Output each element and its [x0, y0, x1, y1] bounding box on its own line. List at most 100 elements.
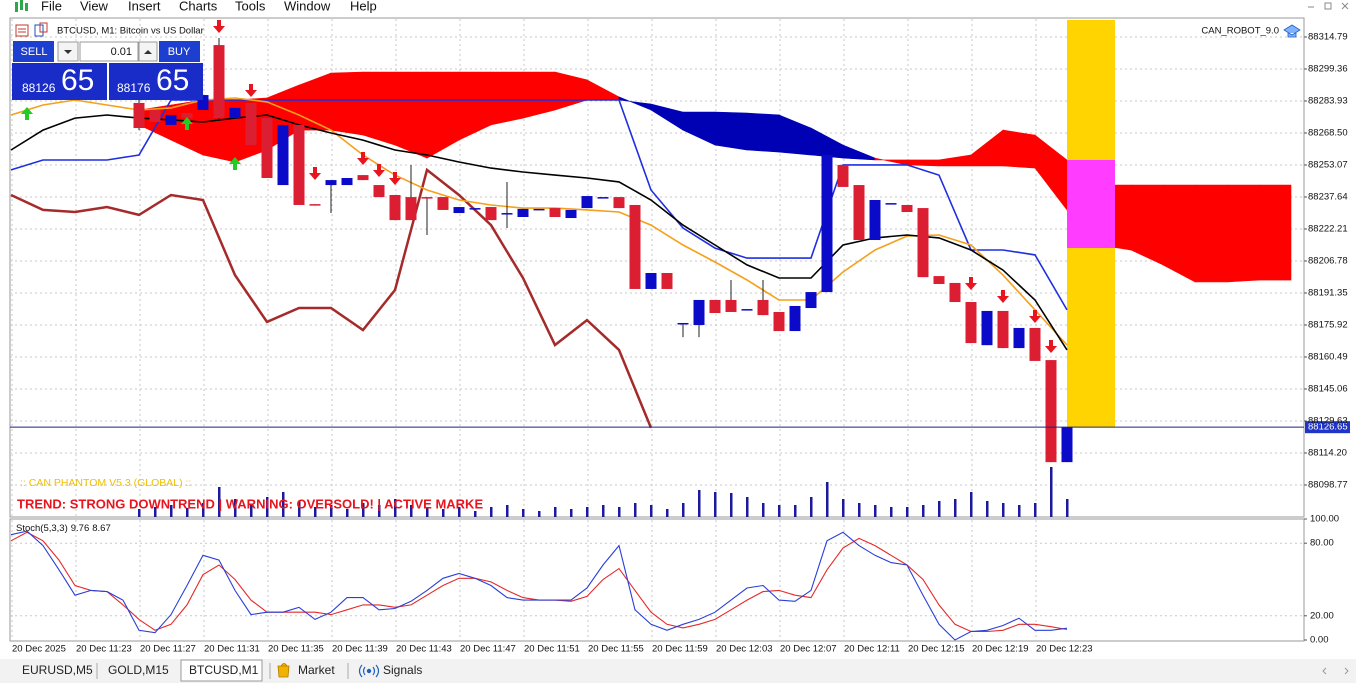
candle-body	[757, 299, 769, 316]
volume-bar	[554, 507, 557, 517]
stoch-name: Stoch(5,3,3)	[16, 523, 68, 534]
ea-name: :: CAN PHANTOM V5.3 (GLOBAL) ::	[20, 477, 191, 489]
candle-body	[485, 207, 497, 221]
menu-item[interactable]: Tools	[235, 0, 266, 13]
ask-pips: 65	[156, 64, 189, 97]
tab[interactable]: BTCUSD,M1	[189, 663, 259, 677]
x-tick-label: 20 Dec 2025	[12, 644, 66, 655]
y-tick-label: 88175.92	[1308, 320, 1348, 331]
volume-bar	[378, 505, 381, 517]
candle-body	[245, 102, 257, 146]
x-tick-label: 20 Dec 11:35	[268, 644, 324, 655]
candle-body	[389, 195, 401, 221]
candle-body	[309, 204, 321, 206]
y-tick-label: 88314.79	[1308, 32, 1348, 43]
candle-body	[357, 175, 369, 181]
volume-bar	[1018, 505, 1021, 517]
volume-bar	[202, 503, 205, 517]
buy-button[interactable]	[159, 41, 200, 62]
candle-body	[1013, 327, 1025, 349]
volume-bar	[330, 505, 333, 517]
y-tick-label: 88283.93	[1308, 96, 1348, 107]
sell-label: SELL	[21, 46, 48, 58]
stoch-signal-value: 8.67	[92, 523, 111, 534]
volume-bar	[634, 503, 637, 517]
candle-body	[789, 305, 801, 332]
menu-item[interactable]: File	[41, 0, 62, 13]
tab[interactable]: EURUSD,M5	[22, 663, 93, 677]
candle-body	[981, 310, 993, 346]
volume-bar	[474, 511, 477, 517]
x-tick-label: 20 Dec 11:39	[332, 644, 388, 655]
y-tick-label: 88114.20	[1308, 448, 1347, 459]
candle-body	[741, 309, 753, 311]
ask-box[interactable]	[109, 63, 203, 100]
volume-bar	[874, 505, 877, 517]
tab[interactable]: GOLD,M15	[108, 663, 169, 677]
tab-scroll[interactable]	[1322, 667, 1349, 675]
y-tick-label: 80.00	[1310, 538, 1334, 549]
candle-body	[469, 208, 481, 210]
volume-bar	[1034, 503, 1037, 517]
menu-item[interactable]: Insert	[128, 0, 161, 13]
volume-bar	[394, 499, 397, 517]
stoch-line	[10, 530, 1068, 641]
chart-title: BTCUSD, M1: Bitcoin vs US Dollar	[57, 26, 204, 37]
y-tick-label: 20.00	[1310, 610, 1334, 621]
candle-body	[533, 208, 545, 211]
x-tick-label: 20 Dec 12:07	[780, 644, 837, 655]
cloud-segment	[906, 159, 940, 167]
y-tick-label: 88129.63	[1308, 416, 1348, 427]
candle-body	[229, 107, 241, 119]
candle-body	[693, 299, 705, 326]
volume-bar	[906, 507, 909, 517]
volume-bar	[730, 493, 733, 517]
window-controls	[1308, 2, 1349, 10]
cloud-segment	[394, 71, 428, 159]
tab[interactable]: Market	[298, 663, 335, 677]
y-tick-label: 88253.07	[1308, 160, 1348, 171]
stoch-label: Stoch(5,3,3) 9.76 8.67	[16, 523, 111, 534]
robot-icon	[1283, 24, 1301, 38]
app-icon	[15, 0, 28, 12]
menu-item[interactable]: Help	[350, 0, 377, 13]
volume-bar	[266, 497, 269, 517]
bid-pips: 65	[61, 64, 94, 97]
indicator-line	[10, 97, 1068, 346]
sell-button[interactable]	[13, 41, 54, 62]
volume-bar	[682, 503, 685, 517]
volume-bar	[154, 507, 157, 517]
tab[interactable]: Signals	[383, 663, 422, 677]
menu-item[interactable]: Charts	[179, 0, 218, 13]
volume-bar	[346, 509, 349, 517]
cloud-segment	[330, 71, 364, 136]
volume-bar	[618, 507, 621, 517]
volume-input[interactable]	[79, 41, 139, 62]
market-icon	[277, 663, 290, 678]
volume-bar	[826, 482, 829, 517]
candle-body	[1061, 427, 1073, 463]
volume-bar	[458, 507, 461, 517]
candle-body	[341, 178, 353, 186]
volume-bar	[250, 505, 253, 517]
volume-bar	[650, 505, 653, 517]
candle-body	[549, 208, 561, 217]
price-tag	[1305, 421, 1350, 434]
candle-body	[1029, 327, 1041, 361]
menu-item[interactable]: View	[80, 0, 109, 13]
highlight-cloud	[1067, 160, 1115, 248]
candle-body	[965, 302, 977, 344]
volume-bar	[234, 499, 237, 517]
current-price: 88126.65	[10, 421, 1350, 434]
candle-body	[901, 204, 913, 213]
ask-main: 88176	[117, 81, 151, 95]
menu-item[interactable]: Window	[284, 0, 331, 13]
y-tick-label: 88206.78	[1308, 256, 1348, 267]
candle-body	[709, 299, 721, 314]
sell-arrow	[245, 84, 257, 97]
volume-bar	[1050, 467, 1053, 517]
bid-box[interactable]	[12, 63, 107, 100]
chart-icons	[15, 22, 48, 37]
y-tick-label: 88145.06	[1308, 384, 1348, 395]
